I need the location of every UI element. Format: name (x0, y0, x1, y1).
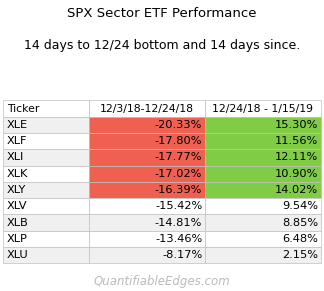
Text: 11.56%: 11.56% (275, 136, 318, 146)
Text: XLY: XLY (7, 185, 27, 195)
Text: 12/24/18 - 1/15/19: 12/24/18 - 1/15/19 (212, 104, 313, 113)
Text: 14 days to 12/24 bottom and 14 days since.: 14 days to 12/24 bottom and 14 days sinc… (24, 39, 300, 52)
Text: -17.02%: -17.02% (155, 169, 202, 179)
Text: 15.30%: 15.30% (275, 120, 318, 130)
Text: 14.02%: 14.02% (275, 185, 318, 195)
Text: -14.81%: -14.81% (155, 218, 202, 228)
Text: XLV: XLV (7, 201, 28, 211)
Text: XLP: XLP (7, 234, 28, 244)
Text: -8.17%: -8.17% (162, 250, 202, 260)
Text: -17.80%: -17.80% (155, 136, 202, 146)
Text: 10.90%: 10.90% (275, 169, 318, 179)
Text: XLF: XLF (7, 136, 28, 146)
Text: -20.33%: -20.33% (155, 120, 202, 130)
Text: QuantifiableEdges.com: QuantifiableEdges.com (94, 275, 230, 288)
Text: XLI: XLI (7, 152, 25, 162)
Text: 8.85%: 8.85% (282, 218, 318, 228)
Text: 12.11%: 12.11% (275, 152, 318, 162)
Text: -16.39%: -16.39% (155, 185, 202, 195)
Text: -13.46%: -13.46% (155, 234, 202, 244)
Text: XLE: XLE (7, 120, 28, 130)
Text: -17.77%: -17.77% (155, 152, 202, 162)
Text: SPX Sector ETF Performance: SPX Sector ETF Performance (67, 7, 257, 20)
Text: 2.15%: 2.15% (282, 250, 318, 260)
Text: 9.54%: 9.54% (282, 201, 318, 211)
Text: Ticker: Ticker (7, 104, 40, 113)
Text: 12/3/18-12/24/18: 12/3/18-12/24/18 (100, 104, 194, 113)
Text: 6.48%: 6.48% (282, 234, 318, 244)
Text: XLB: XLB (7, 218, 29, 228)
Text: XLU: XLU (7, 250, 29, 260)
Text: XLK: XLK (7, 169, 29, 179)
Text: -15.42%: -15.42% (155, 201, 202, 211)
